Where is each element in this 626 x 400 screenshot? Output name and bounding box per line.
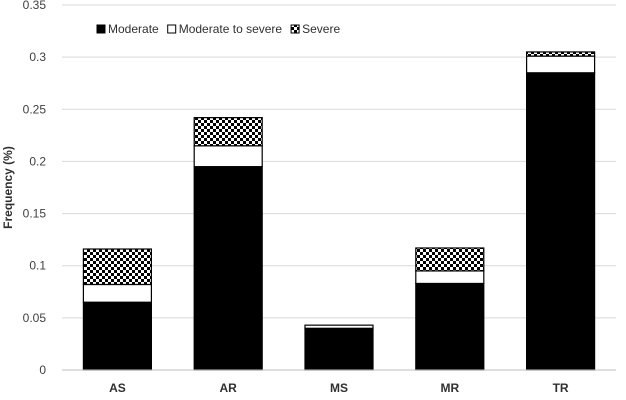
bar-as-moderate bbox=[82, 301, 153, 371]
x-category-label: MR bbox=[440, 381, 459, 395]
x-axis-labels: AS AR MS MR TR bbox=[109, 381, 569, 395]
y-tick-label: 0.15 bbox=[23, 207, 47, 221]
legend-swatch bbox=[167, 24, 177, 34]
y-tick-label: 0 bbox=[39, 363, 46, 377]
bar-mr-severe bbox=[415, 247, 485, 272]
gridlines bbox=[62, 4, 616, 319]
bar-ms-moderate-to-severe bbox=[304, 324, 374, 329]
y-axis-title: Frequency (%) bbox=[1, 146, 15, 229]
bar-tr-moderate-to-severe bbox=[525, 55, 596, 74]
y-tick-label: 0.35 bbox=[23, 0, 47, 12]
legend-label: Moderate bbox=[108, 22, 159, 36]
y-tick-label: 0.05 bbox=[23, 311, 47, 325]
x-category-label: AR bbox=[220, 381, 238, 395]
y-tick-label: 0.1 bbox=[29, 259, 46, 273]
bar-as-severe bbox=[82, 248, 153, 286]
x-category-label: TR bbox=[553, 381, 569, 395]
bar-ar-severe bbox=[193, 117, 263, 147]
bar-ms-moderate bbox=[304, 327, 374, 371]
legend-swatch bbox=[290, 24, 300, 34]
legend: Moderate Moderate to severe Severe bbox=[96, 22, 340, 36]
y-tick-label: 0.3 bbox=[29, 50, 46, 64]
x-category-label: AS bbox=[109, 381, 126, 395]
bar-tr-moderate bbox=[525, 72, 596, 371]
bar-ar-moderate bbox=[193, 166, 263, 371]
bar-mr-moderate-to-severe bbox=[415, 270, 485, 285]
y-tick-label: 0.25 bbox=[23, 102, 47, 116]
legend-label: Moderate to severe bbox=[179, 22, 283, 36]
bar-as-moderate-to-severe bbox=[82, 283, 153, 303]
legend-label: Severe bbox=[302, 22, 340, 36]
bar-mr-moderate bbox=[415, 282, 485, 371]
bar-tr-severe bbox=[525, 51, 596, 57]
x-category-label: MS bbox=[330, 381, 348, 395]
y-tick-label: 0.2 bbox=[29, 154, 46, 168]
legend-swatch bbox=[96, 24, 106, 34]
bar-ar-moderate-to-severe bbox=[193, 145, 263, 168]
y-axis-ticks: 0 0.05 0.1 0.15 0.2 0.25 0.3 0.35 bbox=[23, 0, 47, 377]
bars bbox=[82, 51, 596, 371]
